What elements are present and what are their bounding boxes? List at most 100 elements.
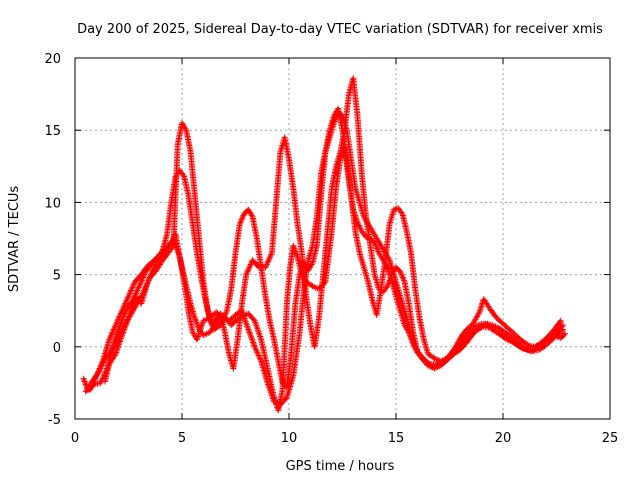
data-point: [292, 249, 299, 256]
data-point: [138, 278, 145, 285]
data-point: [256, 355, 263, 362]
data-point: [253, 346, 260, 353]
data-point: [88, 384, 95, 391]
data-point: [113, 320, 120, 327]
data-point: [143, 281, 150, 288]
data-point: [129, 284, 136, 291]
data-point: [122, 300, 129, 307]
data-point: [245, 267, 252, 274]
data-point: [124, 296, 131, 303]
data-point: [264, 260, 271, 267]
data-point: [246, 264, 253, 271]
x-axis-label: GPS time / hours: [286, 459, 395, 474]
data-point: [384, 283, 391, 290]
data-point: [193, 319, 200, 326]
data-point: [222, 310, 229, 317]
data-point: [355, 222, 362, 229]
data-point: [386, 278, 393, 285]
data-point: [124, 294, 131, 301]
data-point: [265, 257, 272, 264]
data-point: [117, 312, 124, 319]
data-point: [116, 333, 123, 340]
data-point: [117, 310, 124, 317]
data-point: [331, 118, 338, 125]
data-point: [399, 273, 406, 280]
data-point: [250, 339, 257, 346]
data-point: [145, 277, 152, 284]
data-point: [128, 286, 135, 293]
data-point: [243, 270, 250, 277]
data-point: [114, 336, 121, 343]
data-point: [144, 278, 151, 285]
data-point: [296, 271, 303, 278]
y-tick-label: -5: [48, 413, 61, 428]
data-point: [90, 378, 97, 385]
data-point: [115, 316, 122, 323]
data-point: [400, 277, 407, 284]
data-point: [238, 218, 245, 225]
data-point: [92, 375, 99, 382]
data-point: [88, 382, 95, 389]
data-point: [82, 379, 89, 386]
data-point: [81, 378, 88, 385]
data-point: [239, 213, 246, 220]
data-point: [93, 372, 100, 379]
data-point: [114, 317, 121, 324]
x-tick-label: 10: [281, 431, 298, 446]
data-point: [97, 362, 104, 369]
data-point: [121, 301, 128, 308]
data-point: [191, 314, 198, 321]
data-point: [333, 114, 340, 121]
data-point: [252, 345, 259, 352]
data-point: [246, 329, 253, 336]
x-tick-label: 5: [178, 431, 186, 446]
data-point: [133, 288, 140, 295]
data-point: [253, 348, 260, 355]
data-point: [112, 322, 119, 329]
data-point: [129, 283, 136, 290]
data-point: [559, 322, 566, 329]
y-axis-label: SDTVAR / TECUs: [7, 186, 22, 293]
data-point: [130, 281, 137, 288]
data-point: [137, 280, 144, 287]
x-tick-label: 15: [388, 431, 405, 446]
data-point: [125, 293, 132, 300]
data-point: [397, 270, 404, 277]
axis-ticks: 0 5 10 15 20 25 -5 0 5 10 15 20: [44, 52, 618, 446]
data-point: [237, 219, 244, 226]
data-point: [123, 297, 130, 304]
y-tick-label: 10: [44, 196, 61, 211]
data-point: [108, 330, 115, 337]
data-point: [257, 356, 264, 363]
data-point: [97, 379, 104, 386]
y-tick-label: 5: [53, 269, 61, 284]
data-point: [387, 275, 394, 282]
data-point: [141, 287, 148, 294]
data-point: [138, 277, 145, 284]
data-point: [247, 262, 254, 269]
data-point: [375, 248, 382, 255]
data-point: [248, 212, 255, 219]
data-point: [106, 336, 113, 343]
data-point: [108, 332, 115, 339]
data-point: [92, 374, 99, 381]
data-point: [119, 306, 126, 313]
data-point: [256, 353, 263, 360]
data-point: [134, 287, 141, 294]
data-point: [562, 330, 569, 337]
data-points: [80, 75, 569, 414]
data-point: [332, 117, 339, 124]
x-tick-label: 25: [602, 431, 619, 446]
data-point: [266, 254, 273, 261]
data-point: [263, 262, 270, 269]
data-point: [91, 377, 98, 384]
data-point: [110, 327, 117, 334]
data-point: [250, 340, 257, 347]
data-point: [143, 283, 150, 290]
data-point: [180, 171, 187, 178]
data-point: [126, 290, 133, 297]
data-point: [254, 263, 261, 270]
data-point: [248, 333, 255, 340]
